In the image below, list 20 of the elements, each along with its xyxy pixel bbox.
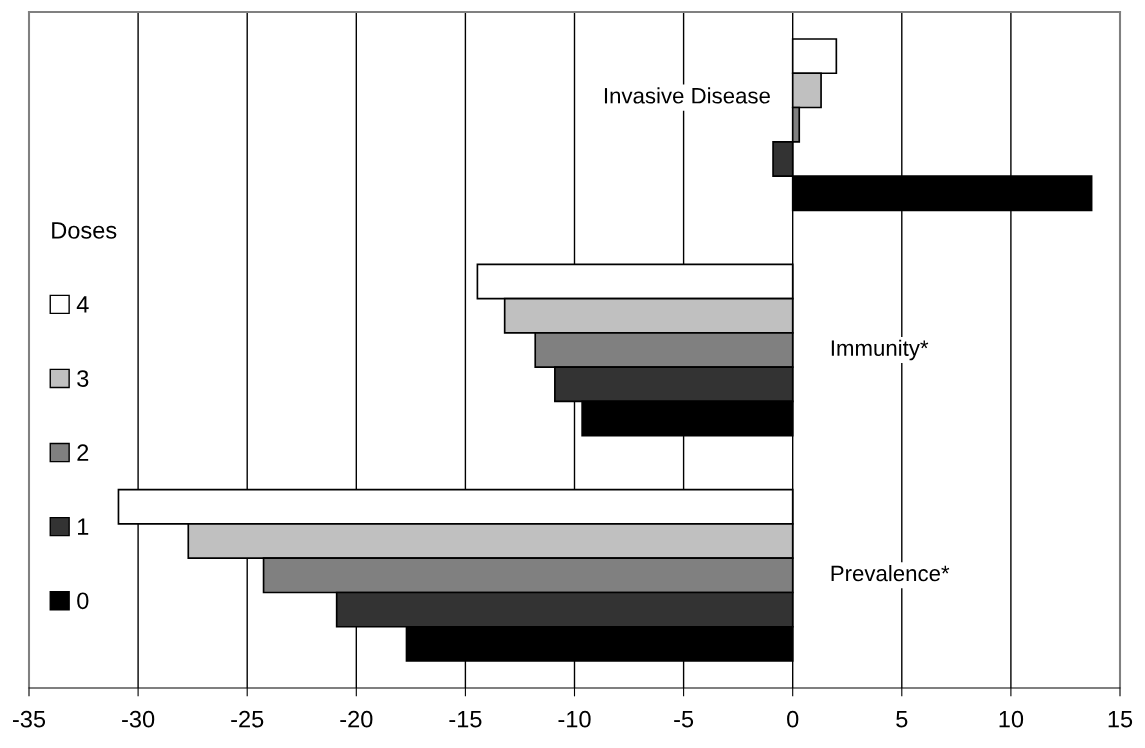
x-tick-label: 0 (787, 710, 799, 728)
x-tick-label: -5 (674, 711, 694, 728)
y-tick-label: Immunity* (831, 339, 929, 361)
legend-label: 2 (77, 444, 89, 461)
x-tick-label: -20 (340, 710, 373, 728)
y-tick-label: Prevalence* (831, 564, 950, 582)
x-tick-label: -25 (231, 710, 264, 728)
x-tick-label: -35 (12, 710, 46, 728)
x-tick-label: 5 (896, 711, 908, 728)
x-tick-label: -30 (122, 710, 155, 728)
legend-label: 0 (77, 592, 89, 610)
legend-title: Doses (52, 222, 117, 239)
x-tick-label: -15 (449, 711, 482, 728)
x-tick-label: 15 (1108, 711, 1133, 728)
x-tick-label: -10 (558, 710, 591, 728)
y-tick-label: Invasive Disease (604, 87, 770, 104)
legend-label: 1 (78, 518, 89, 535)
legend-label: 3 (77, 370, 89, 387)
legend-label: 4 (76, 296, 89, 313)
x-tick-label: 10 (999, 710, 1024, 728)
